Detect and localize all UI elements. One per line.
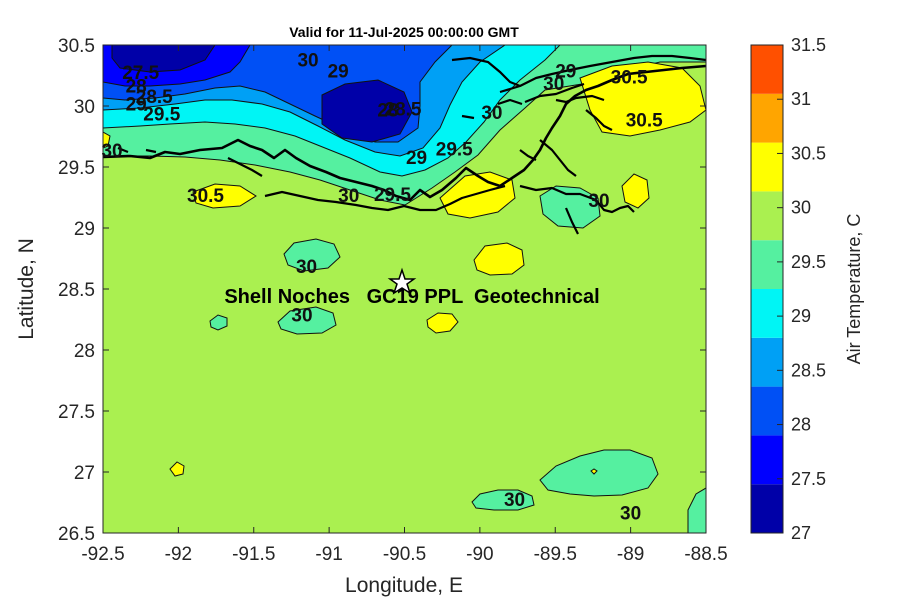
colorbar-tick-label: 28.5 bbox=[791, 360, 826, 380]
y-tick-label: 30 bbox=[74, 97, 95, 118]
contour-label: 28 bbox=[126, 76, 147, 97]
x-tick-label: -91 bbox=[315, 544, 342, 565]
y-tick-label: 30.5 bbox=[58, 36, 95, 57]
colorbar-swatch bbox=[751, 386, 783, 436]
colorbar-swatch bbox=[751, 484, 783, 533]
y-tick-label: 26.5 bbox=[58, 524, 95, 545]
contour-label: 29 bbox=[555, 62, 576, 83]
x-tick-label: -89 bbox=[617, 544, 644, 565]
coastline-lakes bbox=[451, 56, 605, 120]
contour-label: 30 bbox=[620, 503, 641, 524]
colorbar-swatch bbox=[751, 93, 783, 143]
colorbar-tick-label: 29 bbox=[791, 306, 811, 326]
contour-label: 28.5 bbox=[385, 99, 422, 120]
colorbar-tick-label: 27.5 bbox=[791, 469, 826, 489]
x-tick-label: -90 bbox=[466, 544, 493, 565]
y-tick-label: 27.5 bbox=[58, 402, 95, 423]
offshore-cool-6 bbox=[687, 487, 706, 533]
y-axis-label: Latitude, N bbox=[15, 238, 38, 340]
contour-label: 28.5 bbox=[136, 87, 173, 108]
contour-label: 30 bbox=[297, 51, 318, 72]
colorbar-tick-label: 28 bbox=[791, 415, 811, 435]
x-tick-label: -92 bbox=[165, 544, 192, 565]
colorbar-swatch bbox=[751, 240, 783, 289]
contour-label: 30 bbox=[588, 191, 609, 212]
tiny-warm-dot bbox=[590, 468, 598, 475]
colorbar-swatch bbox=[751, 289, 783, 338]
colorbar-swatch bbox=[751, 142, 783, 192]
y-tick-label: 27 bbox=[74, 463, 95, 484]
colorbar-tick-label: 30.5 bbox=[791, 143, 826, 163]
colorbar-tick-label: 31.5 bbox=[791, 35, 826, 55]
contour-label: 30.5 bbox=[187, 186, 224, 207]
x-axis: -92.5 -92 -91.5 -91 -90.5 -90 -89.5 -89 -88.5 bbox=[81, 45, 728, 565]
colorbar-tick-label: 31 bbox=[791, 89, 811, 109]
contour-label: 30.5 bbox=[626, 110, 663, 131]
offshore-cool-1 bbox=[283, 238, 341, 272]
x-tick-label: -92.5 bbox=[81, 544, 124, 565]
offshore-cool-4 bbox=[539, 449, 659, 497]
star-icon bbox=[387, 267, 417, 295]
colorbar-label: Air Temperature, C bbox=[844, 214, 864, 365]
x-tick-label: -91.5 bbox=[232, 544, 275, 565]
contour-label: 29 bbox=[328, 62, 349, 83]
contour-label: 29.5 bbox=[374, 185, 411, 206]
warm-patch-edge bbox=[103, 131, 111, 149]
offshore-warm-3 bbox=[169, 461, 185, 477]
colorbar-tick-label: 27 bbox=[791, 523, 811, 543]
contour-label: 30.5 bbox=[611, 68, 648, 89]
x-tick-label: -90.5 bbox=[383, 544, 426, 565]
x-tick-label: -88.5 bbox=[684, 544, 727, 565]
band-27-27p5 bbox=[111, 45, 216, 73]
x-axis-label: Longitude, E bbox=[345, 574, 463, 597]
warm-patch-east-coast bbox=[621, 173, 650, 209]
colorbar-swatch bbox=[751, 435, 783, 485]
y-tick-label: 29 bbox=[74, 219, 95, 240]
contour-label: 29.5 bbox=[436, 140, 473, 161]
y-tick-label: 29.5 bbox=[58, 158, 95, 179]
chart-title: Valid for 11-Jul-2025 00:00:00 GMT bbox=[289, 24, 519, 40]
contour-label: 27.5 bbox=[122, 63, 159, 84]
x-tick-label: -89.5 bbox=[534, 544, 577, 565]
colorbar-swatch bbox=[751, 45, 783, 94]
offshore-warm-1 bbox=[473, 242, 525, 276]
contour-label: 30 bbox=[296, 257, 317, 278]
colorbar-swatch bbox=[751, 337, 783, 387]
colorbar: 31.5 31 30.5 30 29.5 29 28.5 28 27.5 27 bbox=[750, 35, 826, 543]
y-tick-label: 28.5 bbox=[58, 280, 95, 301]
site-label: Shell Noches GC19 PPL Geotechnical bbox=[224, 286, 599, 308]
coastline-islands bbox=[117, 54, 706, 235]
map-plot-area bbox=[103, 45, 706, 533]
center-cool-pocket bbox=[321, 79, 413, 143]
offshore-cool-5 bbox=[471, 489, 535, 511]
contour-label: 30 bbox=[504, 490, 525, 511]
contour-label: 28 bbox=[377, 101, 398, 122]
coastline bbox=[103, 64, 706, 202]
colorbar-tick-label: 29.5 bbox=[791, 252, 826, 272]
contour-label: 30 bbox=[481, 103, 502, 124]
offshore-cool-2 bbox=[277, 306, 337, 335]
site-marker: Shell Noches GC19 PPL Geotechnical bbox=[224, 267, 600, 308]
contour-label: 29.5 bbox=[143, 104, 180, 125]
colorbar-tick-label: 30 bbox=[791, 198, 811, 218]
offshore-cool-3 bbox=[209, 314, 228, 331]
contour-label: 30 bbox=[543, 74, 564, 95]
warm-patch-west-coast bbox=[192, 183, 257, 209]
offshore-warm-2 bbox=[426, 312, 459, 334]
y-tick-label: 28 bbox=[74, 341, 95, 362]
contour-label: 30 bbox=[338, 186, 359, 207]
contour-label: 30 bbox=[291, 306, 312, 327]
contour-label: 29 bbox=[126, 95, 147, 116]
contour-label: 29 bbox=[406, 148, 427, 169]
colorbar-frame bbox=[750, 44, 784, 534]
contour-label: 30 bbox=[101, 141, 122, 162]
colorbar-swatch bbox=[751, 191, 783, 241]
